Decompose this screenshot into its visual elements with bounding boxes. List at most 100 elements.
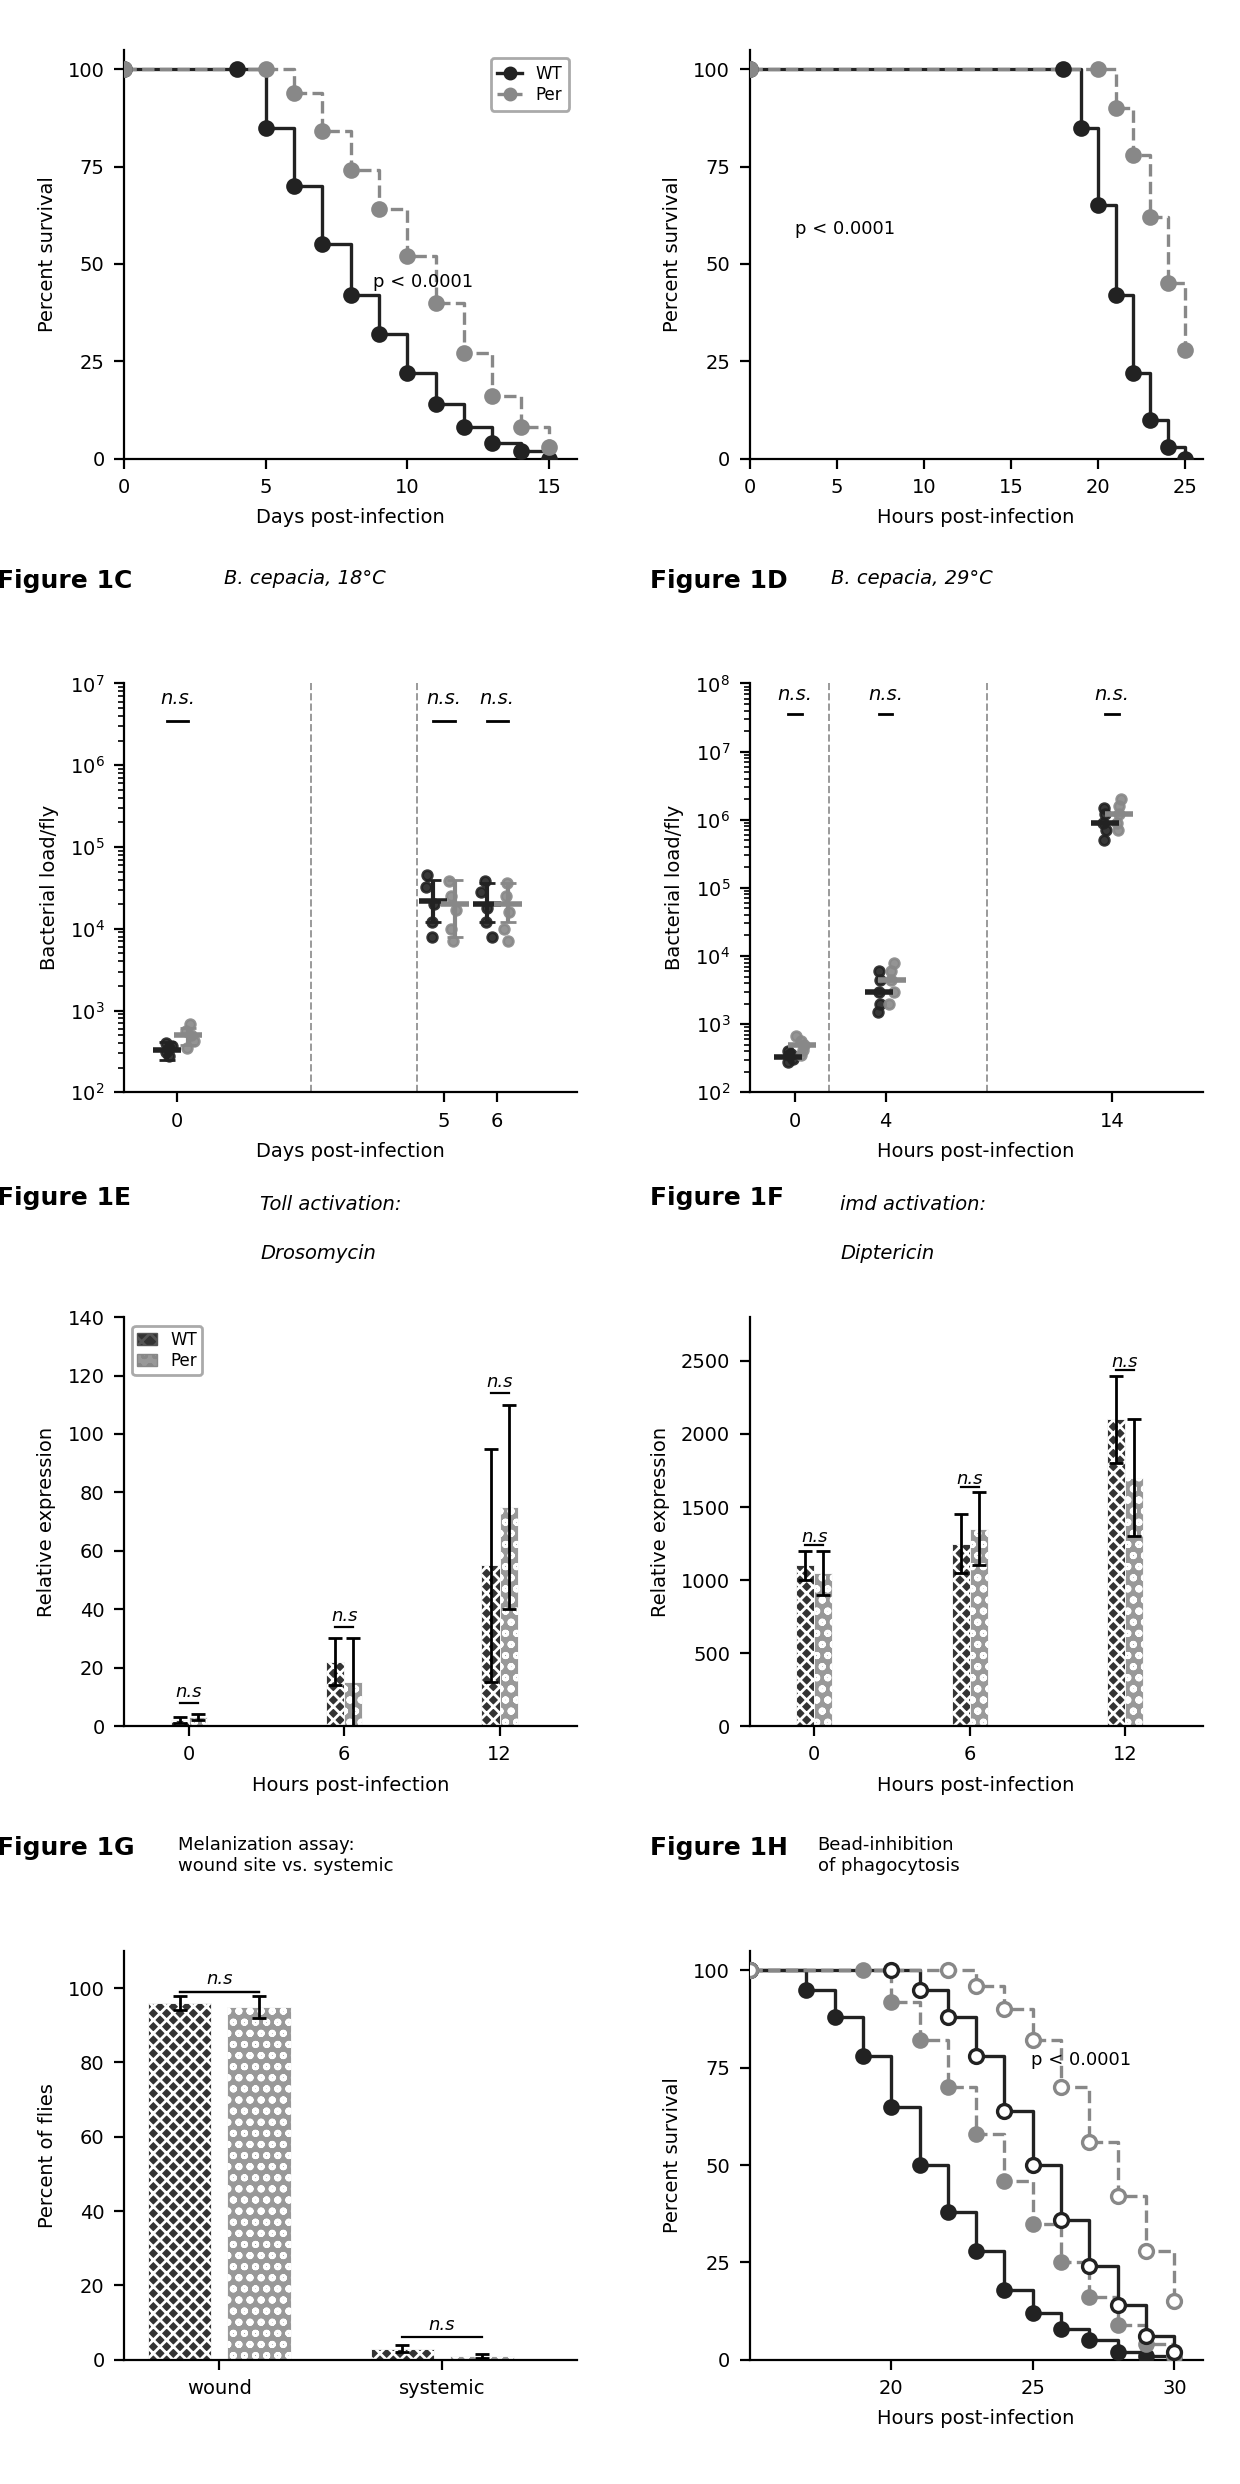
Text: n.s: n.s — [486, 1374, 513, 1391]
Text: n.s.: n.s. — [427, 688, 461, 708]
Text: n.s: n.s — [176, 1682, 202, 1702]
Point — [777, 1041, 797, 1081]
Point — [494, 909, 513, 949]
Point — [868, 991, 888, 1031]
Bar — [1125, 1478, 1143, 1726]
Point — [498, 922, 518, 961]
Point — [882, 951, 901, 991]
Point — [794, 1026, 813, 1066]
Text: Figure 1G: Figure 1G — [0, 1836, 135, 1861]
Point — [424, 884, 444, 924]
Point — [184, 1021, 203, 1061]
Text: n.s: n.s — [956, 1471, 983, 1488]
Bar — [188, 1716, 207, 1726]
Point — [870, 984, 890, 1023]
Point — [482, 917, 502, 956]
Text: p < 0.0001: p < 0.0001 — [795, 219, 895, 238]
Point — [1094, 802, 1114, 842]
Point — [417, 867, 436, 907]
Text: n.s: n.s — [801, 1528, 827, 1545]
Text: n.s: n.s — [1112, 1354, 1138, 1371]
X-axis label: Hours post-infection: Hours post-infection — [252, 1776, 449, 1793]
Bar — [796, 1565, 815, 1726]
Point — [439, 862, 459, 902]
Point — [159, 1036, 179, 1076]
Legend: WT, Per: WT, Per — [133, 1326, 202, 1374]
Point — [500, 892, 520, 932]
Point — [869, 959, 889, 999]
X-axis label: Hours post-infection: Hours post-infection — [878, 1776, 1075, 1793]
Point — [441, 877, 461, 917]
Point — [176, 1011, 196, 1051]
Point — [443, 922, 463, 961]
Y-axis label: Percent survival: Percent survival — [663, 176, 682, 333]
Point — [782, 1038, 802, 1078]
Text: Bead-inhibition
of phagocytosis: Bead-inhibition of phagocytosis — [817, 1836, 960, 1875]
Point — [1095, 787, 1115, 827]
Bar — [171, 1721, 188, 1726]
Y-axis label: Relative expression: Relative expression — [651, 1426, 670, 1617]
Text: B. cepacia, 29°C: B. cepacia, 29°C — [831, 569, 993, 589]
Point — [446, 889, 466, 929]
Point — [781, 1033, 801, 1073]
Point — [477, 887, 497, 927]
Point — [882, 959, 901, 999]
Text: n.s: n.s — [331, 1607, 357, 1625]
Text: n.s: n.s — [429, 2315, 455, 2335]
Point — [791, 1036, 811, 1076]
Bar — [148, 2002, 212, 2360]
Text: p < 0.0001: p < 0.0001 — [1030, 2052, 1131, 2069]
Text: Figure 1D: Figure 1D — [650, 569, 787, 594]
Y-axis label: Percent survival: Percent survival — [37, 176, 57, 333]
Point — [181, 1016, 201, 1056]
Point — [1096, 810, 1116, 850]
Y-axis label: Percent of flies: Percent of flies — [37, 2084, 57, 2228]
Text: imd activation:: imd activation: — [841, 1195, 986, 1215]
Point — [1109, 810, 1128, 850]
Point — [156, 1033, 176, 1073]
X-axis label: Days post-infection: Days post-infection — [257, 509, 445, 527]
Point — [1111, 780, 1131, 820]
Point — [1095, 795, 1115, 835]
Text: Drosomycin: Drosomycin — [260, 1244, 376, 1262]
Point — [476, 902, 496, 941]
Bar — [481, 1565, 500, 1726]
Text: n.s.: n.s. — [480, 688, 515, 708]
Point — [497, 864, 517, 904]
Point — [162, 1026, 182, 1066]
Point — [441, 909, 461, 949]
Bar — [951, 1543, 970, 1726]
X-axis label: Days post-infection: Days post-infection — [257, 1143, 445, 1160]
Text: n.s.: n.s. — [160, 688, 195, 708]
Y-axis label: Bacterial load/fly: Bacterial load/fly — [40, 805, 58, 971]
Text: n.s.: n.s. — [1095, 686, 1130, 703]
Text: Figure 1C: Figure 1C — [0, 569, 133, 594]
Point — [794, 1031, 813, 1071]
Text: Toll activation:: Toll activation: — [260, 1195, 402, 1215]
Point — [1107, 802, 1127, 842]
Point — [159, 1028, 179, 1068]
Bar — [345, 1682, 362, 1726]
Bar — [371, 2350, 434, 2360]
Bar — [815, 1572, 832, 1726]
Text: B. cepacia, 18°C: B. cepacia, 18°C — [223, 569, 386, 589]
Point — [1110, 785, 1130, 825]
Legend: WT, Per: WT, Per — [491, 57, 569, 112]
Point — [786, 1016, 806, 1056]
Bar — [500, 1508, 518, 1726]
Point — [417, 854, 436, 894]
X-axis label: Hours post-infection: Hours post-infection — [878, 1143, 1075, 1160]
Bar — [970, 1530, 988, 1726]
Text: Diptericin: Diptericin — [841, 1244, 935, 1262]
Point — [422, 902, 441, 941]
Point — [156, 1023, 176, 1063]
X-axis label: Hours post-infection: Hours post-infection — [878, 509, 1075, 527]
Point — [779, 1036, 799, 1076]
Point — [791, 1021, 811, 1061]
Bar — [326, 1662, 345, 1726]
Text: p < 0.0001: p < 0.0001 — [373, 273, 474, 291]
Point — [884, 971, 904, 1011]
Y-axis label: Bacterial load/fly: Bacterial load/fly — [665, 805, 684, 971]
Bar — [450, 2357, 513, 2360]
Point — [869, 951, 889, 991]
